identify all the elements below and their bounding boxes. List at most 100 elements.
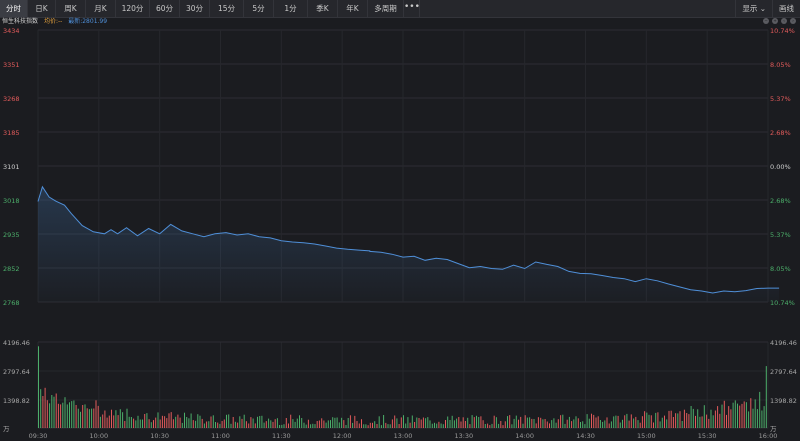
volume-bar <box>122 412 124 428</box>
volume-bar <box>761 410 763 428</box>
volume-bar <box>385 422 387 428</box>
volume-bar <box>190 413 192 428</box>
volume-bar <box>659 421 661 428</box>
volume-bar <box>144 414 146 428</box>
volume-bar <box>759 391 761 428</box>
tab-11[interactable]: 年K <box>338 0 368 17</box>
scroll-left-icon[interactable]: ‹ <box>781 18 787 24</box>
pct-tick-label: 8.05% <box>770 61 791 69</box>
tab-5[interactable]: 60分 <box>150 0 180 17</box>
volume-bar <box>369 422 371 428</box>
volume-bar <box>75 405 77 428</box>
volume-bar <box>332 417 334 428</box>
volume-bar <box>657 412 659 428</box>
tab-0[interactable]: 分时 <box>0 0 28 17</box>
volume-bar <box>717 406 719 428</box>
volume-bar <box>445 420 446 428</box>
volume-bar <box>168 413 170 428</box>
time-tick-label: 11:30 <box>272 432 291 440</box>
tab-10[interactable]: 季K <box>308 0 338 17</box>
volume-bar <box>664 415 665 428</box>
volume-bar <box>648 414 650 428</box>
volume-bar <box>509 415 511 428</box>
volume-bar <box>336 417 338 428</box>
volume-bar <box>321 418 323 428</box>
tab-12[interactable]: 多周期 <box>368 0 404 17</box>
volume-bar <box>418 418 420 428</box>
volume-bar <box>66 404 68 428</box>
volume-bar <box>261 415 263 428</box>
volume-bar <box>752 408 754 428</box>
volume-bar <box>245 421 247 428</box>
volume-bar <box>425 418 427 428</box>
tab-1[interactable]: 日K <box>28 0 56 17</box>
volume-bar <box>228 414 230 428</box>
volume-bar <box>520 416 522 428</box>
tab-9[interactable]: 1分 <box>274 0 308 17</box>
volume-bar <box>606 417 608 428</box>
volume-bar <box>438 421 440 428</box>
volume-bar <box>230 423 232 428</box>
volume-bar <box>699 416 701 428</box>
volume-bar <box>480 416 482 428</box>
scroll-right-icon[interactable]: › <box>790 18 796 24</box>
draw-line-button[interactable]: 画线 <box>772 0 800 17</box>
volume-bar <box>259 416 261 428</box>
volume-bar <box>108 415 110 428</box>
volume-bar <box>217 422 219 428</box>
tab-2[interactable]: 周K <box>56 0 86 17</box>
volume-bar <box>650 415 652 428</box>
volume-bar <box>453 420 455 428</box>
volume-bar <box>139 419 141 428</box>
tab-7[interactable]: 15分 <box>210 0 244 17</box>
volume-bar <box>473 417 475 428</box>
volume-bar <box>186 417 188 428</box>
volume-bar <box>411 415 413 428</box>
time-tick-label: 13:30 <box>454 432 473 440</box>
volume-bar <box>489 425 491 428</box>
volume-bar <box>398 424 400 428</box>
zoom-out-icon[interactable]: − <box>763 18 769 24</box>
volume-bar <box>133 418 135 428</box>
display-menu-button[interactable]: 显示 ⌄ <box>735 0 772 17</box>
volume-bar <box>670 410 672 428</box>
volume-bar <box>102 414 104 428</box>
zoom-in-icon[interactable]: + <box>772 18 778 24</box>
tab-6[interactable]: 30分 <box>180 0 210 17</box>
volume-bar <box>708 418 710 428</box>
volume-bar <box>248 423 250 428</box>
volume-bar <box>624 415 626 428</box>
tab-4[interactable]: 120分 <box>116 0 150 17</box>
volume-bar <box>219 423 221 428</box>
chart-controls: − + ‹ › <box>763 18 796 24</box>
volume-bar <box>166 418 168 428</box>
volume-bar <box>456 418 458 428</box>
volume-bar <box>234 421 236 428</box>
volume-bar <box>305 424 307 428</box>
volume-bar <box>206 421 208 428</box>
volume-bar <box>294 421 296 428</box>
volume-bar <box>203 423 205 428</box>
volume-bar <box>378 416 380 428</box>
volume-bar <box>254 423 256 428</box>
volume-bar <box>124 421 126 428</box>
volume-bar <box>500 421 502 428</box>
volume-bar <box>591 413 592 428</box>
volume-bar <box>226 414 227 428</box>
volume-bar <box>290 414 292 428</box>
volume-bar <box>555 422 557 428</box>
volume-bar <box>584 424 586 428</box>
tab-8[interactable]: 5分 <box>244 0 274 17</box>
volume-bar <box>349 415 351 428</box>
volume-bar <box>99 416 101 428</box>
volume-bar <box>55 393 57 428</box>
volume-bar <box>153 420 154 428</box>
volume-bar <box>188 418 190 428</box>
volume-bar <box>478 417 480 428</box>
volume-bar <box>312 423 314 428</box>
volume-bar <box>46 400 48 428</box>
time-tick-label: 10:00 <box>89 432 108 440</box>
volume-bar <box>296 418 298 428</box>
tab-3[interactable]: 月K <box>86 0 116 17</box>
more-periods-button[interactable]: ••• <box>404 0 420 17</box>
